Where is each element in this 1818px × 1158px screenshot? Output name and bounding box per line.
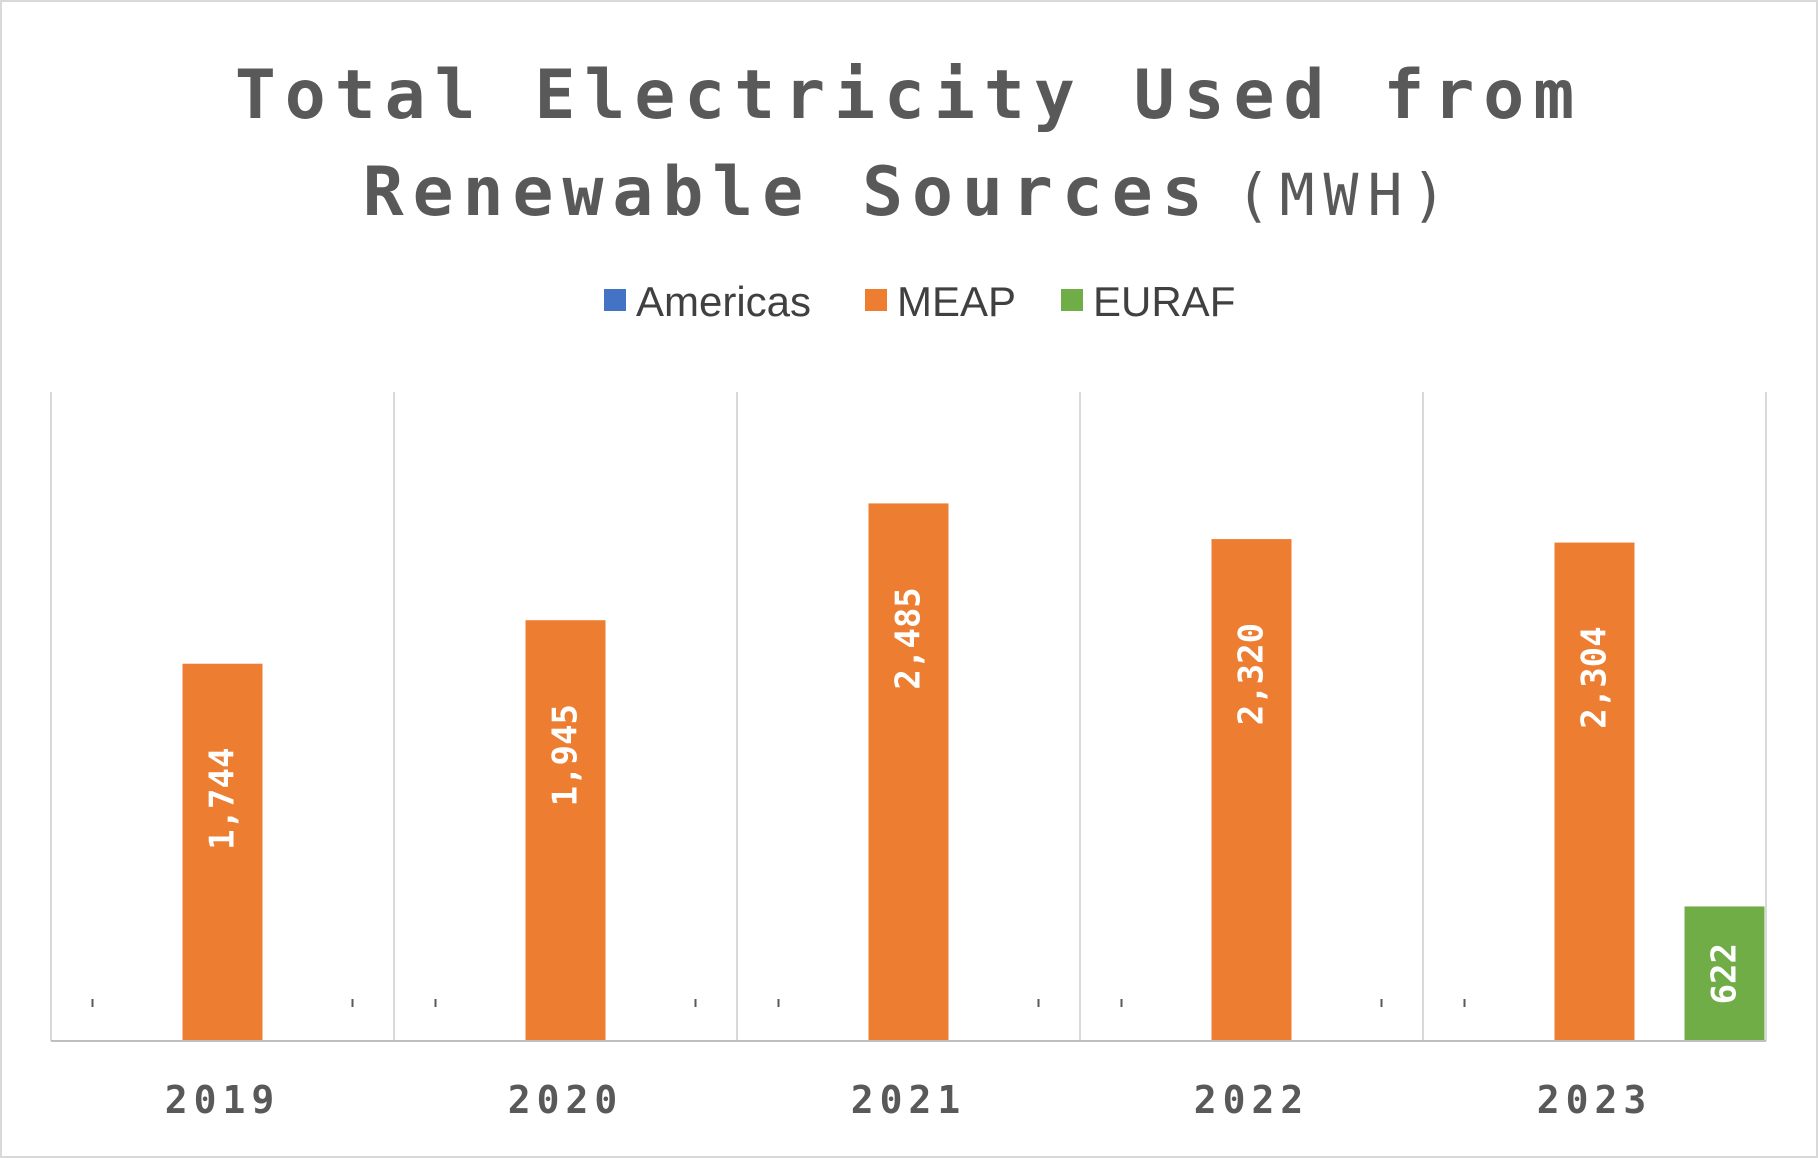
bar-meap-2019 [182, 663, 263, 1041]
legend-label-meap: MEAP [897, 278, 1016, 325]
bar-euraf-2023 [1684, 906, 1765, 1041]
category-gridlines [50, 392, 1767, 1041]
data-label-meap-2020: 1,945 [546, 704, 586, 806]
legend-swatch-euraf [1061, 289, 1083, 311]
bars [91, 503, 1765, 1042]
x-tick-label-2021: 2021 [851, 1078, 967, 1122]
legend-swatch-meap [865, 289, 887, 311]
data-label-euraf-2023: 622 [1705, 943, 1745, 1004]
legend-label-americas: Americas [636, 278, 811, 325]
x-tick-label-2019: 2019 [165, 1078, 281, 1122]
data-label-meap-2022: 2,320 [1232, 623, 1272, 725]
bar-meap-2022 [1211, 539, 1292, 1041]
x-tick-label-2020: 2020 [508, 1078, 624, 1122]
legend-label-euraf: EURAF [1093, 278, 1235, 325]
bar-meap-2021 [868, 503, 949, 1042]
bar-meap-2023 [1554, 542, 1635, 1041]
legend-swatch-americas [604, 289, 626, 311]
chart-title: Total Electricity Used from [235, 56, 1583, 135]
data-label-meap-2019: 1,744 [203, 748, 243, 850]
x-tick-label-2023: 2023 [1537, 1078, 1653, 1122]
chart-title-line-2: Renewable Sources (MWH) [363, 153, 1456, 232]
legend: Americas MEAP EURAF [604, 278, 1235, 325]
data-label-meap-2023: 2,304 [1575, 626, 1615, 728]
data-labels: 1,744 1,945 2,485 2,320 2,304 622 [203, 587, 1745, 1004]
x-tick-label-2022: 2022 [1194, 1078, 1310, 1122]
bar-meap-2020 [525, 620, 606, 1041]
x-axis-tick-labels: 2019 2020 2021 2022 2023 [165, 1078, 1653, 1122]
chart-title-unit: (MWH) [1236, 161, 1456, 229]
data-label-meap-2021: 2,485 [889, 587, 929, 689]
